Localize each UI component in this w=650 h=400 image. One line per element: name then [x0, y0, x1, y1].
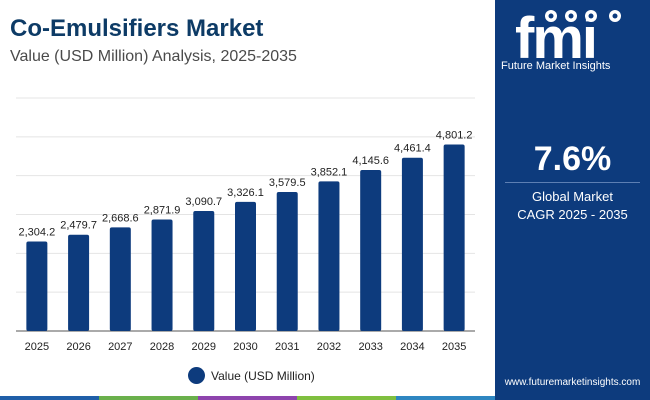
data-label-2030: 3,326.1	[227, 187, 264, 199]
data-label-2035: 4,801.2	[436, 130, 473, 142]
bar-2035	[443, 144, 465, 331]
bar-chart: 2,304.2 2025 2,479.7 2026 2,668.6 2027 2,871.9…	[16, 97, 475, 353]
cagr-label-line1: Global Market	[532, 189, 613, 204]
x-tick-label-2025: 2025	[25, 341, 49, 353]
x-tick-label-2030: 2030	[233, 341, 257, 353]
cagr-value: 7.6%	[533, 140, 612, 178]
bar-2027	[109, 227, 131, 331]
cagr-label: Global Market CAGR 2025 - 2035	[495, 188, 650, 224]
x-tick-label-2031: 2031	[275, 341, 299, 353]
bar-2028	[151, 219, 173, 331]
bar-2032	[318, 181, 340, 331]
page-title: Co-Emulsifiers Market	[10, 15, 264, 42]
fmi-logo: fmi	[515, 6, 633, 71]
data-label-2029: 3,090.7	[185, 196, 222, 208]
x-tick-label-2035: 2035	[442, 341, 466, 353]
legend-marker	[188, 367, 205, 384]
legend-label: Value (USD Million)	[211, 368, 315, 383]
x-tick-label-2028: 2028	[150, 341, 174, 353]
bar-2030	[235, 201, 256, 331]
bottom-bar-segment	[396, 396, 495, 400]
bottom-bar-segment	[0, 396, 99, 400]
x-tick-label-2027: 2027	[108, 341, 132, 353]
data-label-2032: 3,852.1	[311, 166, 348, 178]
bottom-bar-segment	[198, 396, 297, 400]
bottom-color-bar	[0, 396, 495, 400]
data-label-2026: 2,479.7	[60, 220, 97, 232]
bottom-bar-segment	[99, 396, 198, 400]
cagr-label-line2: CAGR 2025 - 2035	[517, 207, 628, 222]
data-label-2033: 4,145.6	[352, 155, 389, 167]
x-tick-label-2033: 2033	[358, 341, 382, 353]
x-tick-label-2026: 2026	[66, 341, 90, 353]
chart-legend: Value (USD Million)	[188, 367, 315, 384]
bar-2025	[26, 241, 48, 331]
bar-2033	[360, 170, 382, 331]
bar-2034	[401, 157, 423, 331]
data-label-2025: 2,304.2	[19, 227, 56, 239]
data-label-2028: 2,871.9	[144, 204, 181, 216]
page-subtitle: Value (USD Million) Analysis, 2025-2035	[10, 48, 297, 65]
x-tick-label-2032: 2032	[317, 341, 341, 353]
bar-2029	[193, 210, 215, 331]
data-label-2034: 4,461.4	[394, 143, 431, 155]
data-label-2031: 3,579.5	[269, 177, 306, 189]
logo-text: Future Market Insights	[501, 60, 611, 72]
bottom-bar-segment	[297, 396, 396, 400]
x-tick-label-2034: 2034	[400, 341, 424, 353]
x-tick-label-2029: 2029	[192, 341, 216, 353]
bar-2031	[276, 191, 298, 331]
bar-2026	[68, 234, 90, 331]
side-panel: fmi Future Market Insights 7.6% Global M…	[495, 0, 650, 400]
data-label-2027: 2,668.6	[102, 212, 139, 224]
website-link[interactable]: www.futuremarketinsights.com	[504, 377, 641, 388]
cagr-divider	[505, 182, 640, 183]
